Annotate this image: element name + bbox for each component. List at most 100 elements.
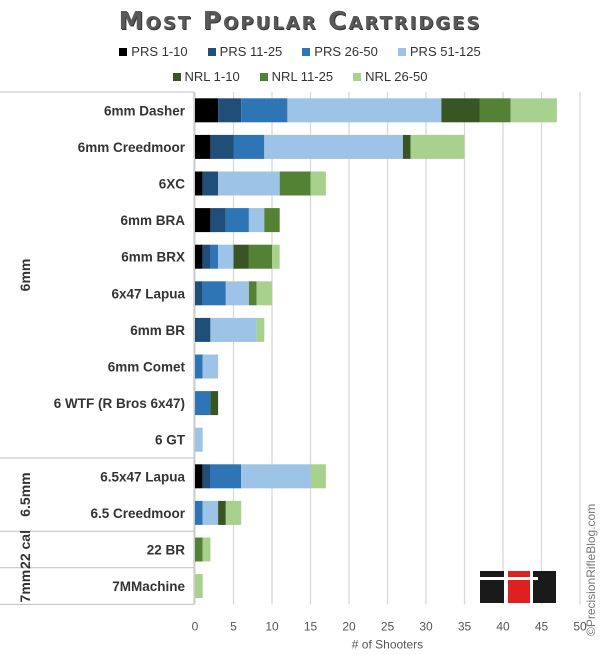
bar-segment (272, 244, 280, 269)
prb-logo (478, 567, 558, 607)
legend-label: NRL 26-50 (365, 69, 428, 84)
x-tick-label: 15 (304, 619, 318, 633)
bar-segment (233, 134, 265, 159)
bar-segment (195, 208, 211, 233)
bar-segment (218, 98, 242, 123)
bar-segment (202, 244, 211, 269)
legend-label: PRS 11-25 (219, 44, 283, 59)
category-label: 6 GT (155, 433, 186, 448)
bar-segment (210, 244, 219, 269)
chart-title: Most Popular Cartridges (118, 6, 482, 35)
legend-row-2: NRL 1-10 NRL 11-25 NRL 26-50 (0, 69, 600, 84)
group-label: 6mm (17, 259, 33, 292)
category-label: 7MMachine (112, 579, 185, 594)
bar-segment (202, 537, 211, 562)
bar-segment (218, 244, 234, 269)
legend-label: PRS 51-125 (409, 44, 481, 59)
legend-item: NRL 26-50 (353, 69, 427, 84)
bar-segment (195, 464, 203, 489)
bar-segment (195, 537, 203, 562)
bar-segment (202, 500, 219, 525)
category-label: 6mm Dasher (104, 103, 186, 118)
bar-segment (279, 171, 311, 196)
x-tick-label: 30 (419, 619, 433, 633)
category-label: 6x47 Lapua (111, 286, 185, 301)
category-label: 6 WTF (R Bros 6x47) (54, 396, 185, 411)
category-label: 6mm Comet (108, 360, 186, 375)
bar-segment (256, 281, 272, 306)
bar-segment (264, 134, 403, 159)
category-label: 6.5x47 Lapua (100, 469, 185, 484)
bar-segment (195, 391, 211, 416)
bar-segment (202, 354, 219, 379)
legend-swatch (353, 72, 362, 81)
bar-segment (195, 317, 211, 342)
legend-swatch (172, 72, 181, 81)
x-tick-label: 20 (342, 619, 356, 633)
bar-segment (210, 208, 226, 233)
group-label: 22 cal (17, 530, 33, 569)
category-label: 6mm BRX (121, 250, 185, 265)
bar-segment (195, 354, 203, 379)
bar-segment (195, 281, 203, 306)
bar-segment (195, 427, 203, 452)
bar-segment (195, 134, 211, 159)
category-label: 22 BR (147, 543, 186, 558)
bar-segment (441, 98, 480, 123)
bar-segment (210, 464, 242, 489)
bar-segment (225, 281, 249, 306)
bar-segment (210, 317, 257, 342)
x-tick-label: 0 (192, 619, 199, 633)
bar-segment (248, 208, 265, 233)
bar-segment (210, 391, 219, 416)
x-tick-label: 50 (573, 619, 587, 633)
bar-segment (225, 208, 249, 233)
legend-item: PRS 26-50 (302, 44, 378, 59)
x-tick-label: 45 (535, 619, 549, 633)
legend-item: PRS 1-10 (119, 44, 188, 59)
legend-item: NRL 1-10 (172, 69, 240, 84)
x-tick-label: 40 (496, 619, 510, 633)
bar-segment (310, 171, 326, 196)
bar-segment (210, 134, 234, 159)
bar-segment (195, 244, 203, 269)
bar-segment (202, 171, 219, 196)
bar-segment (310, 464, 326, 489)
bar-segment (248, 244, 272, 269)
bar-segment (256, 317, 265, 342)
x-tick-label: 10 (265, 619, 279, 633)
group-label: 7mm (17, 570, 33, 603)
category-label: 6.5 Creedmoor (90, 506, 185, 521)
legend-swatch (302, 47, 311, 56)
legend-swatch (259, 72, 268, 81)
bar-segment (287, 98, 442, 123)
bar-segment (510, 98, 557, 123)
legend-label: NRL 11-25 (271, 69, 334, 84)
legend-row-1: PRS 1-10 PRS 11-25 PRS 26-50 PRS 51-125 (0, 44, 600, 59)
bar-segment (218, 500, 226, 525)
legend-item: PRS 51-125 (397, 44, 481, 59)
bar-segment (402, 134, 411, 159)
legend-label: NRL 1-10 (184, 69, 240, 84)
category-label: 6mm Creedmoor (78, 140, 186, 155)
category-label: 6mm BR (130, 323, 185, 338)
bar-segment (248, 281, 257, 306)
legend-label: PRS 1-10 (131, 44, 188, 59)
legend-label: PRS 26-50 (314, 44, 378, 59)
category-label: 6XC (159, 177, 186, 192)
bar-segment (195, 171, 203, 196)
x-tick-label: 5 (230, 619, 237, 633)
legend-swatch (119, 47, 128, 56)
bar-segment (225, 500, 242, 525)
legend-swatch (397, 47, 406, 56)
bar-segment (218, 171, 280, 196)
bar-segment (241, 98, 288, 123)
legend-item: PRS 11-25 (207, 44, 283, 59)
legend-swatch (207, 47, 216, 56)
bar-segment (195, 500, 203, 525)
x-tick-label: 25 (381, 619, 395, 633)
bar-segment (264, 208, 280, 233)
group-label: 6.5mm (17, 472, 33, 516)
bar-segment (195, 574, 203, 599)
